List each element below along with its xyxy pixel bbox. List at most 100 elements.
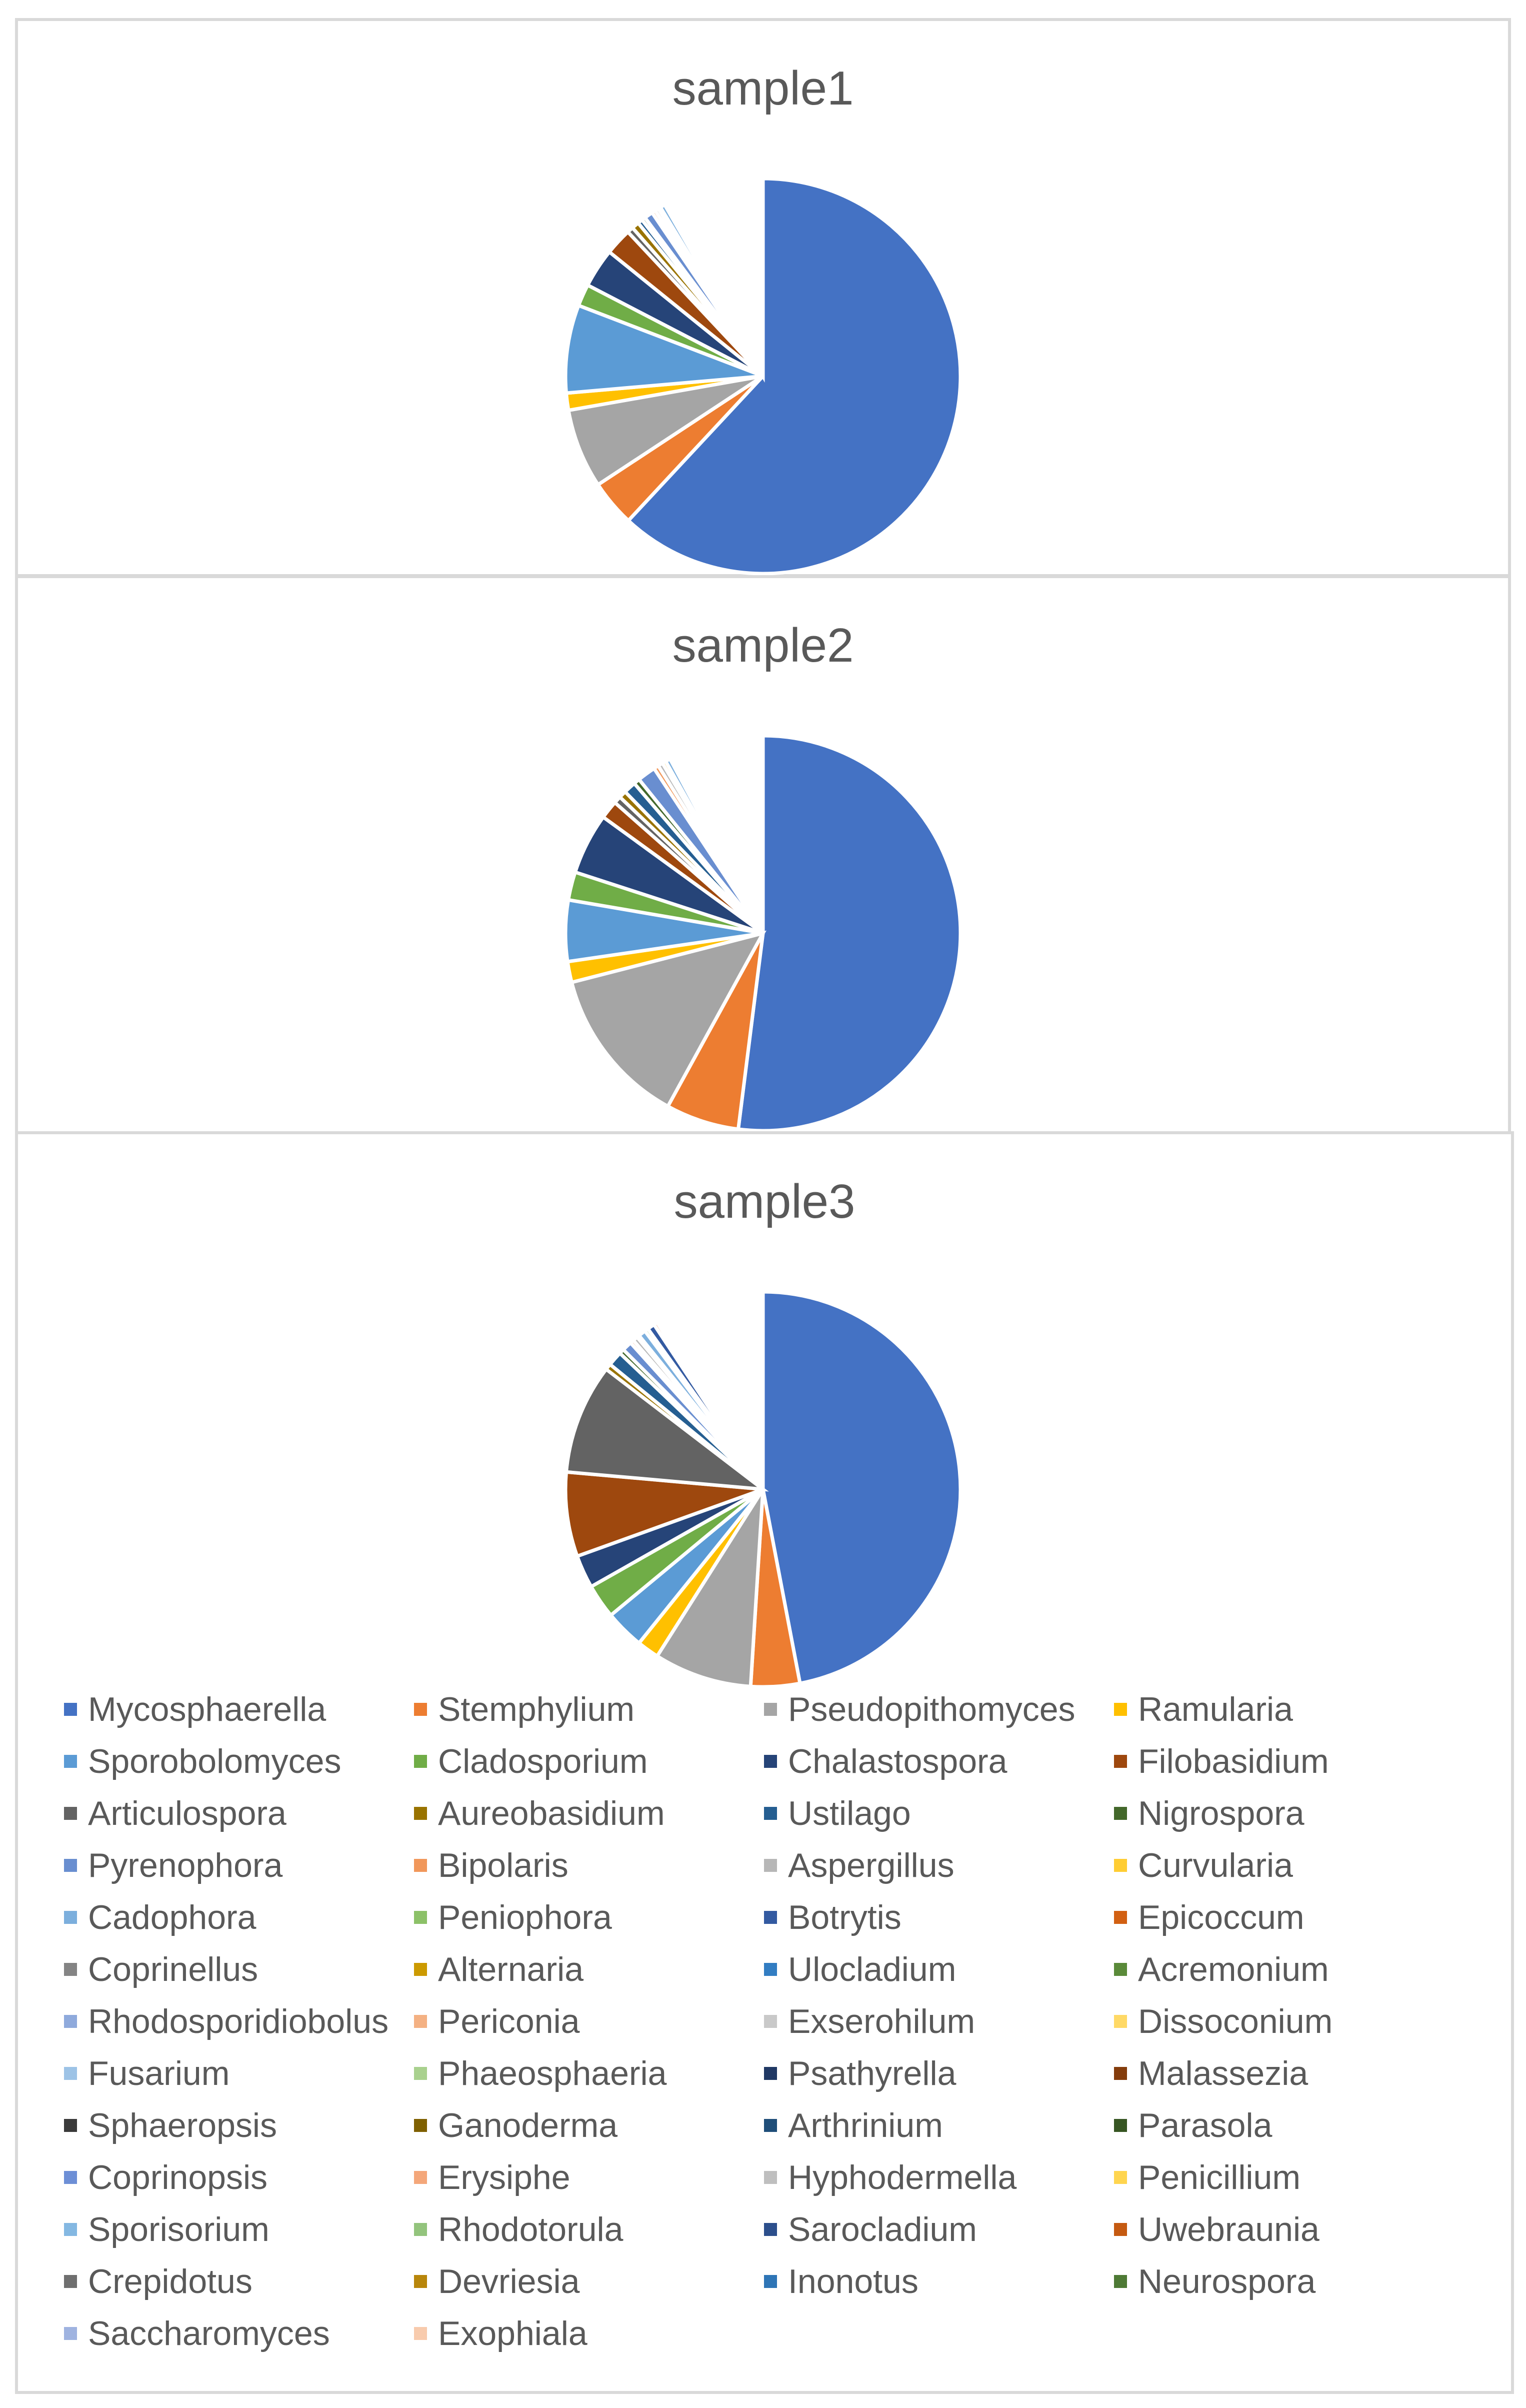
legend-label: Articulospora	[88, 1794, 286, 1832]
legend-swatch	[764, 2171, 777, 2184]
legend-item: Sporobolomyces	[64, 1736, 341, 1786]
legend-swatch	[1114, 1703, 1127, 1716]
pie-slice-articulospora	[564, 1366, 769, 1492]
legend-label: Devriesia	[438, 2262, 580, 2300]
legend-swatch	[414, 1755, 427, 1768]
legend-label: Erysiphe	[438, 2158, 570, 2196]
legend-item: Fusarium	[64, 2048, 230, 2098]
legend-swatch	[1114, 1807, 1127, 1820]
legend-swatch	[414, 2327, 427, 2340]
legend-swatch	[64, 1703, 77, 1716]
legend-swatch	[764, 1859, 777, 1872]
legend-swatch	[64, 1755, 77, 1768]
legend-item: Dissoconium	[1114, 1996, 1332, 2046]
pie-slice-filobasidium	[564, 1470, 764, 1559]
legend-item: Ganoderma	[414, 2100, 618, 2150]
chart-title: sample1	[672, 62, 854, 115]
legend-item: Coprinellus	[64, 1944, 258, 1994]
pie-chart	[564, 177, 962, 576]
pie-slice-other-genera	[662, 177, 765, 383]
legend-item: Cadophora	[64, 1892, 256, 1942]
legend-swatch	[764, 1963, 777, 1976]
legend-item: Exophiala	[414, 2308, 588, 2358]
legend-swatch	[764, 1807, 777, 1820]
legend-item: Ustilago	[764, 1788, 911, 1838]
legend-swatch	[414, 2015, 427, 2028]
legend-swatch	[1114, 2171, 1127, 2184]
legend-swatch	[64, 1963, 77, 1976]
legend-label: Nigrospora	[1138, 1794, 1304, 1832]
legend-label: Alternaria	[438, 1950, 584, 1988]
legend-label: Sphaeropsis	[88, 2106, 278, 2144]
legend-item: Penicillium	[1114, 2152, 1300, 2202]
pie-slice-pseudopithomyces	[570, 930, 766, 1109]
legend-swatch	[1114, 1963, 1127, 1976]
legend-label: Stemphylium	[438, 1690, 635, 1728]
legend-swatch	[1114, 2275, 1127, 2288]
legend-item: Rhodosporidiobolus	[64, 1996, 388, 2046]
legend-item: Parasola	[1114, 2100, 1272, 2150]
legend-swatch	[764, 1911, 777, 1924]
legend-label: Pseudopithomyces	[788, 1690, 1076, 1728]
legend-item: Pyrenophora	[64, 1840, 282, 1890]
legend-item: Bipolaris	[414, 1840, 568, 1890]
legend-swatch	[414, 2119, 427, 2132]
legend-swatch	[764, 2015, 777, 2028]
legend-swatch	[64, 2015, 77, 2028]
legend-item: Sarocladium	[764, 2204, 977, 2254]
legend-label: Epicoccum	[1138, 1898, 1304, 1936]
chart-panel-sample3: sample3 Mycosphaerella Stemphylium Pseudop…	[15, 1131, 1514, 2394]
legend-item: Saccharomyces	[64, 2308, 330, 2358]
legend-label: Sporisorium	[88, 2210, 270, 2248]
legend-item: Inonotus	[764, 2256, 918, 2306]
legend-item: Curvularia	[1114, 1840, 1293, 1890]
chart-title: sample2	[672, 619, 854, 672]
pie-chart	[564, 1290, 962, 1689]
legend-item: Chalastospora	[764, 1736, 1007, 1786]
legend-item: Sphaeropsis	[64, 2100, 277, 2150]
legend-label: Botrytis	[788, 1898, 902, 1936]
legend-item: Peniophora	[414, 1892, 612, 1942]
legend-item: Hyphodermella	[764, 2152, 1016, 2202]
legend-swatch	[414, 2223, 427, 2236]
legend-label: Crepidotus	[88, 2262, 252, 2300]
legend-item: Arthrinium	[764, 2100, 943, 2150]
legend-item: Sporisorium	[64, 2204, 270, 2254]
legend-label: Inonotus	[788, 2262, 918, 2300]
pie-chart	[564, 734, 962, 1133]
legend-swatch	[764, 2275, 777, 2288]
legend-item: Pseudopithomyces	[764, 1684, 1076, 1734]
legend-label: Mycosphaerella	[88, 1690, 326, 1728]
legend-label: Chalastospora	[788, 1742, 1008, 1780]
legend-label: Parasola	[1138, 2106, 1272, 2144]
legend-item: Nigrospora	[1114, 1788, 1304, 1838]
legend-swatch	[1114, 2015, 1127, 2028]
legend-swatch	[764, 2067, 777, 2080]
legend-swatch	[414, 1703, 427, 1716]
pie-slice-mycosphaerella	[626, 177, 962, 576]
legend-item: Alternaria	[414, 1944, 584, 1994]
pie-slice-sporobolomyces	[564, 303, 764, 395]
legend-swatch	[1114, 2067, 1127, 2080]
legend-label: Curvularia	[1138, 1846, 1293, 1884]
legend-label: Rhodotorula	[438, 2210, 624, 2248]
legend-label: Cladosporium	[438, 1742, 648, 1780]
legend-swatch	[64, 2223, 77, 2236]
legend-label: Malassezia	[1138, 2054, 1308, 2092]
legend-item: Psathyrella	[764, 2048, 956, 2098]
legend-item: Erysiphe	[414, 2152, 570, 2202]
legend-label: Filobasidium	[1138, 1742, 1329, 1780]
legend-label: Coprinopsis	[88, 2158, 268, 2196]
legend-label: Acremonium	[1138, 1950, 1329, 1988]
legend-label: Phaeosphaeria	[438, 2054, 667, 2092]
legend-item: Cladosporium	[414, 1736, 648, 1786]
legend-swatch	[1114, 2119, 1127, 2132]
legend-swatch	[64, 1911, 77, 1924]
legend-label: Coprinellus	[88, 1950, 258, 1988]
legend-swatch	[764, 1755, 777, 1768]
pie-slice-other-genera	[654, 1290, 765, 1496]
legend-label: Uwebraunia	[1138, 2210, 1320, 2248]
chart-title: sample3	[674, 1175, 856, 1228]
legend-item: Epicoccum	[1114, 1892, 1304, 1942]
legend-item: Stemphylium	[414, 1684, 634, 1734]
